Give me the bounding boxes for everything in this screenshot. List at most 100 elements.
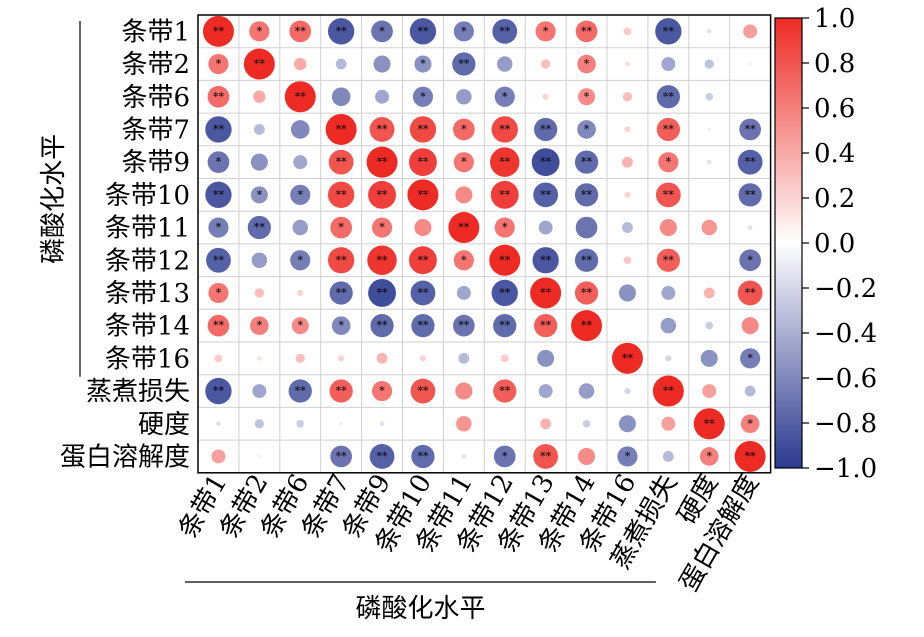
row-label: 条带13 bbox=[105, 279, 190, 309]
row-label: 蒸煮损失 bbox=[86, 377, 190, 407]
colorbar-tick-label: 0.8 bbox=[814, 49, 855, 79]
correlation-circle bbox=[531, 148, 560, 177]
correlation-circle bbox=[288, 379, 312, 403]
correlation-circle bbox=[741, 317, 759, 335]
significance-mark: ** bbox=[581, 286, 593, 299]
colorbar-tick-label: 0.2 bbox=[814, 184, 855, 214]
correlation-circle bbox=[331, 87, 351, 107]
significance-mark: ** bbox=[745, 123, 757, 136]
correlation-circle bbox=[624, 126, 631, 133]
correlation-circle bbox=[250, 153, 268, 171]
significance-mark: ** bbox=[213, 254, 225, 267]
significance-mark: ** bbox=[704, 417, 716, 430]
significance-mark: ** bbox=[417, 450, 429, 463]
correlation-circle bbox=[578, 383, 595, 399]
significance-mark: * bbox=[257, 188, 263, 201]
significance-mark: * bbox=[502, 221, 508, 234]
correlation-circle bbox=[205, 377, 232, 405]
significance-mark: ** bbox=[540, 286, 552, 299]
correlation-circle bbox=[622, 156, 633, 168]
correlation-circle bbox=[571, 310, 603, 342]
correlation-circle bbox=[611, 342, 643, 374]
significance-mark: * bbox=[257, 25, 263, 38]
correlation-circle bbox=[617, 446, 638, 467]
colorbar-gradient bbox=[774, 17, 803, 469]
correlation-circle bbox=[296, 419, 305, 428]
correlation-circle bbox=[290, 184, 311, 205]
significance-mark: ** bbox=[254, 221, 266, 234]
correlation-circle bbox=[574, 281, 599, 305]
plot-frame bbox=[197, 14, 772, 474]
significance-mark: * bbox=[216, 58, 222, 71]
significance-mark: ** bbox=[581, 254, 593, 267]
correlation-circle bbox=[655, 18, 682, 45]
significance-mark: ** bbox=[499, 385, 511, 398]
significance-mark: ** bbox=[336, 25, 348, 38]
correlation-circle bbox=[693, 408, 725, 440]
correlation-circle bbox=[540, 418, 552, 430]
correlation-circle bbox=[329, 379, 353, 403]
significance-mark: ** bbox=[417, 25, 429, 38]
correlation-circle bbox=[368, 180, 396, 209]
correlation-circle bbox=[538, 384, 553, 399]
significance-mark: ** bbox=[377, 156, 389, 169]
correlation-circle bbox=[574, 248, 599, 272]
correlation-circle bbox=[453, 314, 475, 337]
significance-mark: ** bbox=[581, 319, 593, 332]
row-label: 条带10 bbox=[105, 181, 190, 211]
correlation-circle bbox=[492, 18, 518, 44]
significance-mark: ** bbox=[336, 123, 348, 136]
correlation-circle bbox=[624, 191, 631, 198]
correlation-circle bbox=[250, 316, 269, 335]
correlation-circle bbox=[211, 449, 226, 464]
correlation-circle bbox=[578, 447, 596, 465]
correlation-circle bbox=[703, 287, 715, 299]
correlation-circle bbox=[737, 280, 763, 306]
correlation-circle bbox=[574, 183, 599, 207]
col-labels: 条带1条带2条带6条带7条带9条带10条带11条带12条带13条带14条带16蒸… bbox=[173, 469, 765, 597]
colorbar-tick-label: 0.4 bbox=[814, 139, 855, 169]
colorbar-tick-label: 0.0 bbox=[814, 229, 855, 259]
correlation-circle bbox=[542, 93, 549, 100]
significance-mark: * bbox=[461, 254, 467, 267]
correlation-circle bbox=[656, 117, 680, 142]
significance-mark: ** bbox=[581, 188, 593, 201]
significance-mark: ** bbox=[417, 254, 429, 267]
correlation-circle bbox=[453, 118, 475, 141]
correlation-circle bbox=[339, 422, 343, 426]
correlation-circle bbox=[452, 52, 476, 76]
correlation-circle bbox=[448, 212, 480, 244]
significance-mark: * bbox=[747, 352, 753, 365]
correlation-circle bbox=[331, 316, 351, 335]
significance-mark: * bbox=[502, 450, 508, 463]
significance-mark: ** bbox=[499, 286, 511, 299]
correlation-circle bbox=[368, 279, 396, 307]
correlation-circle bbox=[253, 90, 266, 103]
correlation-circle bbox=[625, 61, 630, 67]
significance-mark: ** bbox=[540, 319, 552, 332]
correlation-circle bbox=[700, 349, 718, 367]
row-label: 硬度 bbox=[138, 410, 190, 440]
correlation-circle bbox=[661, 57, 676, 72]
correlation-circle bbox=[491, 116, 518, 143]
correlation-circle bbox=[409, 148, 437, 177]
correlation-circle bbox=[370, 314, 394, 338]
correlation-circle bbox=[574, 150, 599, 174]
correlation-circle bbox=[369, 117, 395, 142]
correlation-circle bbox=[618, 284, 636, 302]
significance-mark: ** bbox=[745, 188, 757, 201]
significance-mark: * bbox=[584, 123, 590, 136]
correlation-circle bbox=[575, 20, 598, 43]
correlation-circle bbox=[533, 444, 559, 469]
correlation-circle bbox=[214, 354, 223, 363]
correlation-circle bbox=[701, 219, 717, 236]
row-label: 条带14 bbox=[105, 312, 190, 342]
significance-mark: ** bbox=[213, 385, 225, 398]
significance-mark: ** bbox=[295, 385, 307, 398]
correlation-circle bbox=[411, 444, 435, 469]
correlation-circle bbox=[327, 181, 355, 209]
correlation-circle bbox=[254, 288, 264, 298]
significance-mark: ** bbox=[499, 156, 511, 169]
significance-mark: ** bbox=[417, 286, 429, 299]
correlation-circle bbox=[290, 250, 311, 271]
